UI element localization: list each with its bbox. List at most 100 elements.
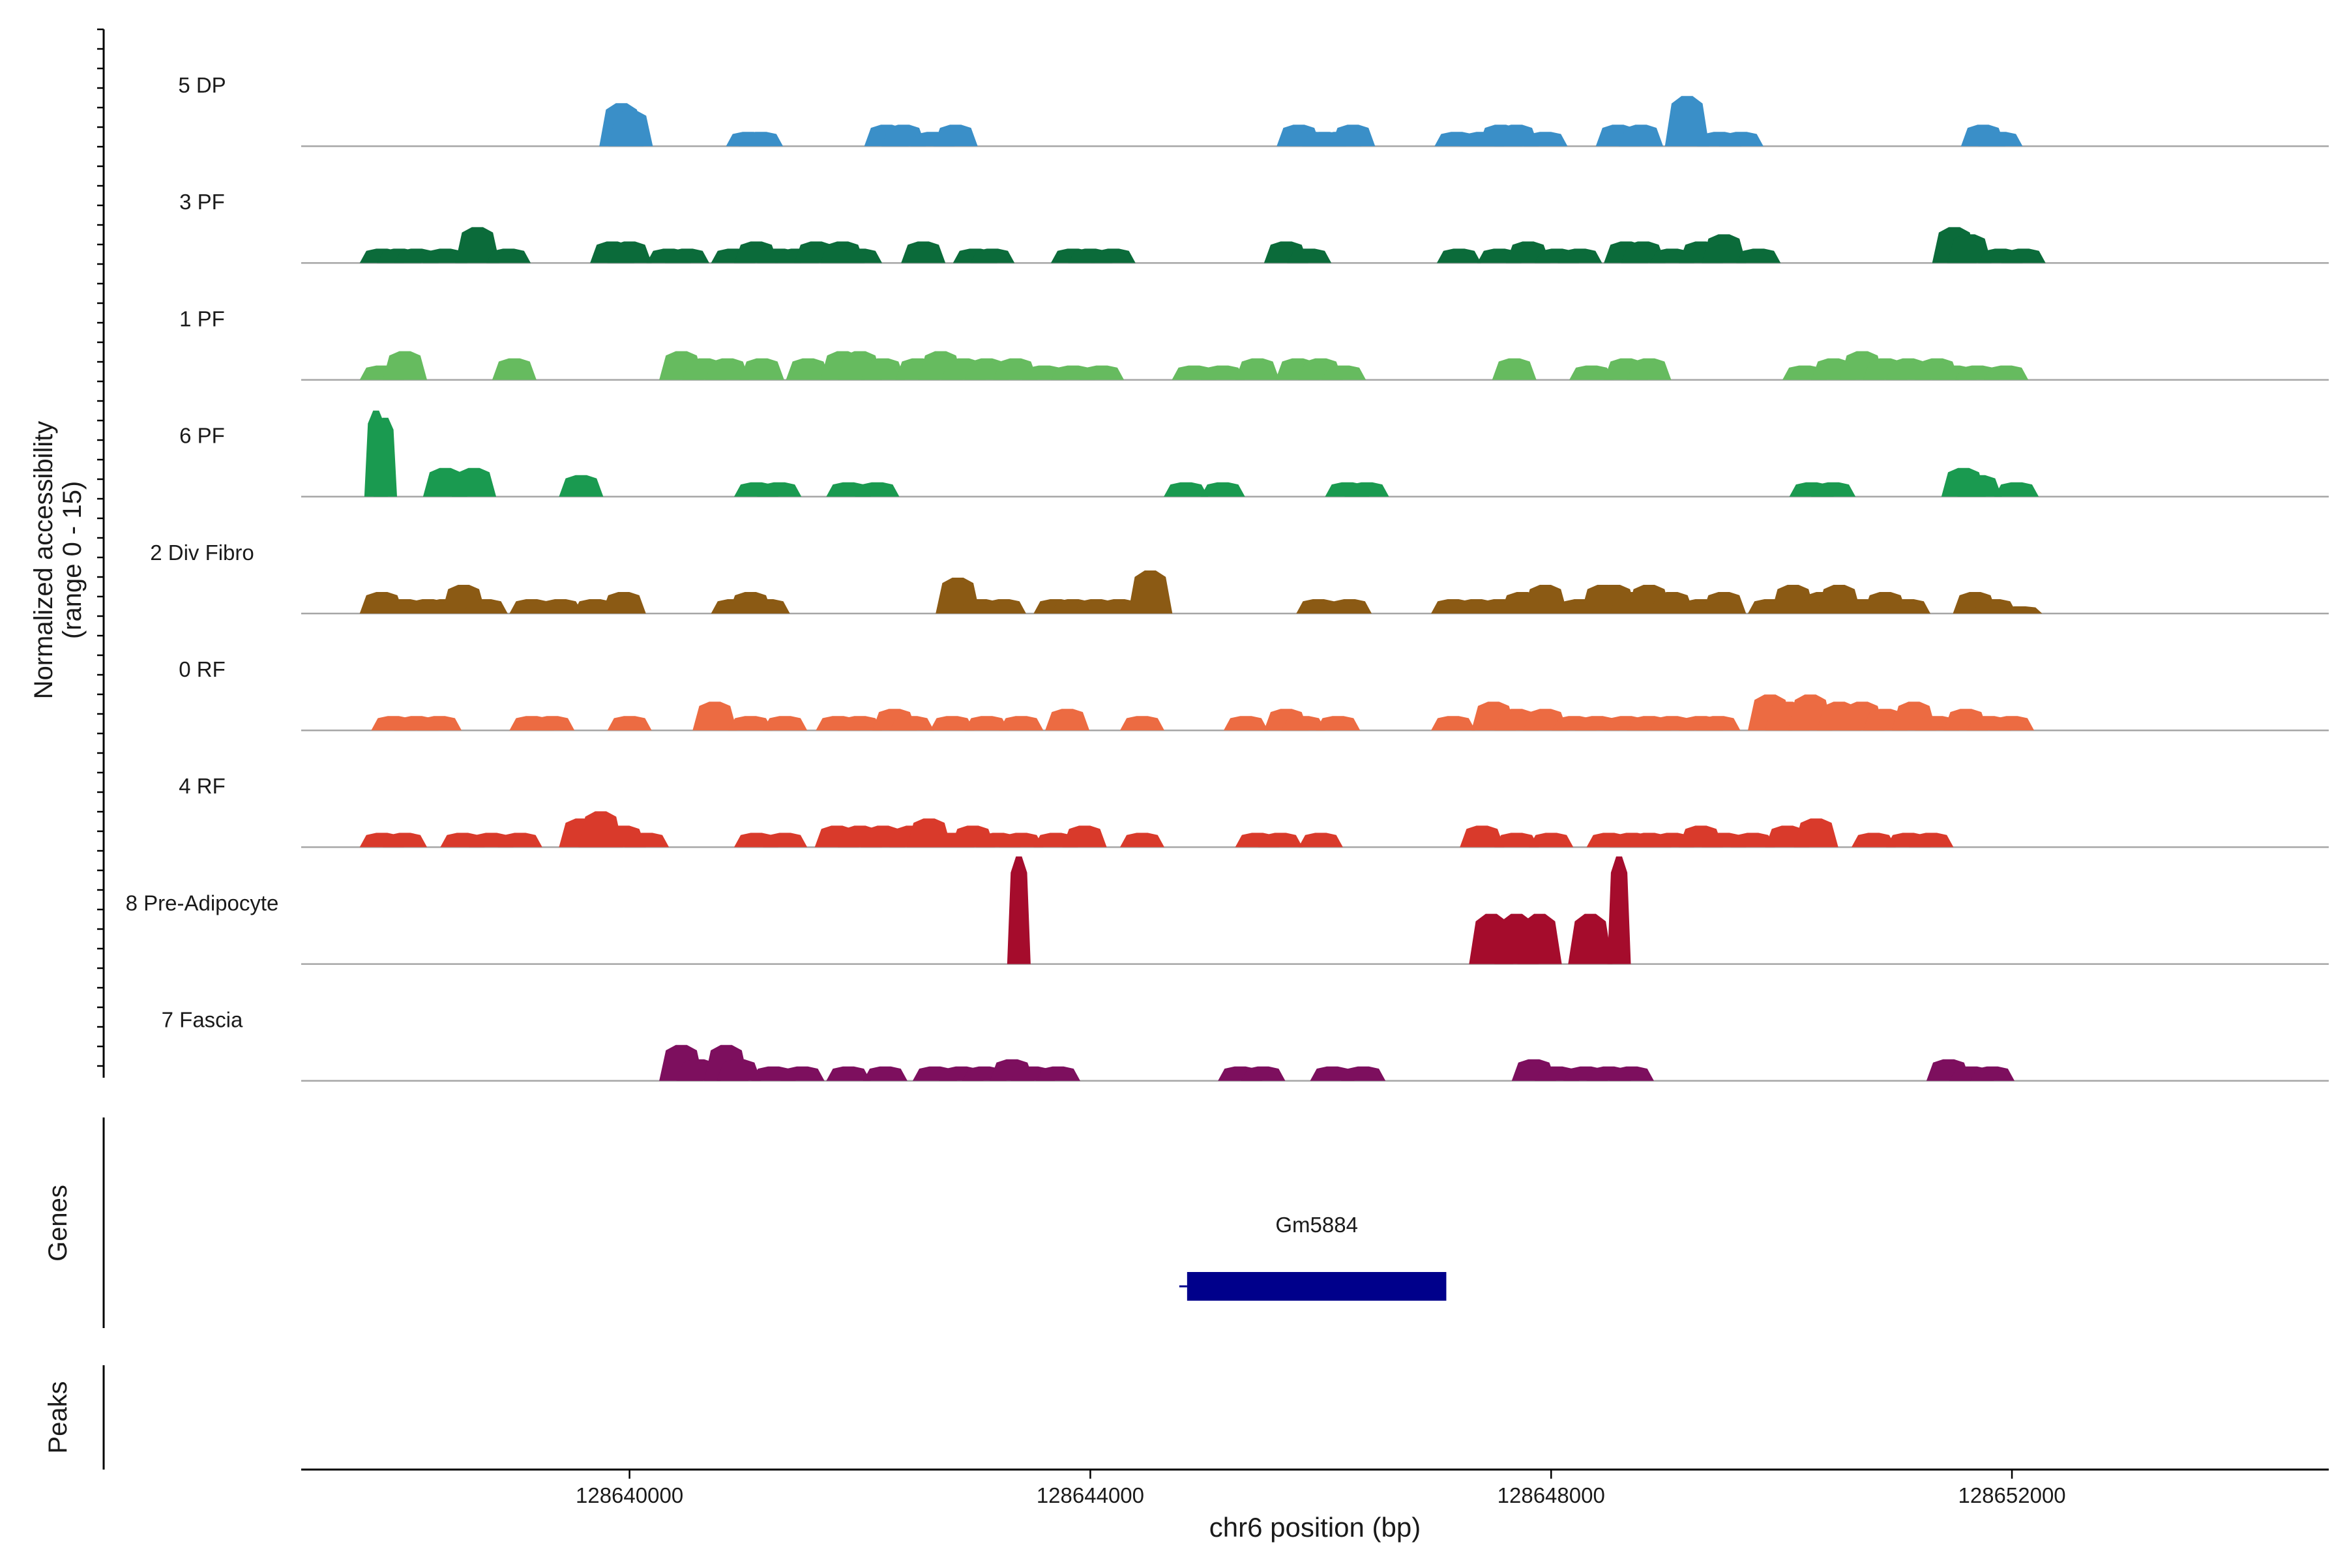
coverage-peak bbox=[1994, 482, 2039, 497]
coverage-peak bbox=[901, 241, 946, 263]
x-tick-label: 128640000 bbox=[576, 1483, 683, 1507]
track-label: 1 PF bbox=[179, 306, 225, 331]
track-label: 4 RF bbox=[179, 774, 226, 798]
coverage-peak bbox=[1947, 234, 1992, 263]
coverage-peak bbox=[1316, 716, 1361, 731]
coverage-peak bbox=[786, 358, 831, 380]
coverage-peak bbox=[1736, 248, 1781, 263]
coverage-peak bbox=[1241, 1066, 1286, 1081]
coverage-peak bbox=[492, 358, 537, 380]
coverage-peak bbox=[625, 833, 670, 848]
coverage-peak bbox=[1984, 365, 2029, 380]
coverage-peak bbox=[1128, 570, 1173, 614]
coverage-peak bbox=[538, 599, 583, 614]
coverage-peak bbox=[1091, 248, 1136, 263]
coverage-peak bbox=[1436, 248, 1481, 263]
coverage-peak bbox=[2001, 248, 2046, 263]
coverage-peak bbox=[1344, 482, 1389, 497]
x-axis-ticks: 128640000 128644000 128648000 128652000 bbox=[576, 1470, 2066, 1507]
coverage-peak bbox=[1886, 599, 1931, 614]
x-tick-label: 128644000 bbox=[1037, 1483, 1144, 1507]
coverage-peak bbox=[1998, 606, 2043, 614]
coverage-peak bbox=[763, 833, 808, 848]
coverage-peak bbox=[383, 351, 428, 380]
coverage-peak bbox=[861, 358, 906, 380]
gene-body bbox=[1187, 1272, 1447, 1301]
track-7-fascia: 7 Fascia bbox=[162, 1008, 2329, 1082]
coverage-peak bbox=[1223, 716, 1268, 731]
track-0-rf: 0 RF bbox=[179, 657, 2329, 732]
coverage-peak bbox=[1568, 913, 1613, 964]
coverage-peak bbox=[716, 1059, 761, 1081]
track-3-pf: 3 PF bbox=[179, 190, 2329, 264]
coverage-peak bbox=[728, 716, 773, 731]
coverage-peak bbox=[1119, 833, 1164, 848]
coverage-peak bbox=[1045, 709, 1090, 731]
coverage-peak bbox=[763, 716, 808, 731]
coverage-peak bbox=[601, 592, 646, 614]
coverage-peak bbox=[1341, 1066, 1386, 1081]
coverage-peak bbox=[1460, 825, 1505, 848]
coverage-peak bbox=[889, 716, 934, 731]
coverage-peak bbox=[1321, 365, 1366, 380]
coverage-peak bbox=[1719, 132, 1764, 147]
track-8-pre-adipocyte: 8 Pre-Adipocyte bbox=[126, 856, 2329, 965]
y-axis-label-line2: (range 0 - 15) bbox=[58, 481, 87, 639]
track-label: 8 Pre-Adipocyte bbox=[126, 891, 279, 915]
coverage-peak bbox=[559, 475, 604, 497]
coverage-peak bbox=[417, 716, 462, 731]
coverage-peak bbox=[826, 1066, 871, 1081]
coverage-peak bbox=[1062, 825, 1107, 848]
coverage-peak bbox=[1164, 482, 1209, 497]
coverage-peak bbox=[1200, 365, 1245, 380]
coverage-peak bbox=[1957, 475, 2002, 497]
coverage-peak bbox=[1619, 125, 1664, 147]
x-axis-label: chr6 position (bp) bbox=[1209, 1512, 1421, 1543]
coverage-peak bbox=[1990, 716, 2035, 731]
coverage-peak bbox=[1235, 358, 1280, 380]
coverage-peak bbox=[1609, 1066, 1654, 1081]
coverage-peak bbox=[930, 716, 975, 731]
y-axis-label-line1: Normalized accessibility bbox=[29, 421, 58, 700]
coverage-peak bbox=[692, 702, 737, 731]
coverage-peak bbox=[1702, 592, 1747, 614]
coverage-peak bbox=[1811, 482, 1856, 497]
coverage-peak bbox=[1258, 833, 1303, 848]
coverage-peak bbox=[1119, 716, 1164, 731]
coverage-peak bbox=[530, 716, 575, 731]
track-label: 6 PF bbox=[179, 424, 225, 448]
track-label: 3 PF bbox=[179, 190, 225, 214]
coverage-peak bbox=[1730, 833, 1775, 848]
coverage-peak bbox=[1569, 365, 1614, 380]
coverage-peak bbox=[964, 716, 1009, 731]
coverage-peak bbox=[373, 417, 397, 497]
track-label: 7 Fascia bbox=[162, 1008, 243, 1032]
x-tick-label: 128648000 bbox=[1498, 1483, 1605, 1507]
coverage-peak bbox=[863, 1066, 908, 1081]
coverage-peak bbox=[1909, 833, 1954, 848]
coverage-peak bbox=[1080, 365, 1125, 380]
coverage-peak bbox=[1035, 1066, 1080, 1081]
coverage-peak bbox=[607, 241, 652, 263]
coverage-peak bbox=[1529, 833, 1574, 848]
coverage-peak bbox=[1517, 913, 1562, 964]
coverage-peak bbox=[705, 358, 750, 380]
coverage-peak bbox=[1331, 125, 1376, 147]
coverage-peak bbox=[739, 132, 784, 147]
track-label: 5 DP bbox=[178, 73, 226, 97]
coverage-peak bbox=[1627, 358, 1672, 380]
genes-label: Genes bbox=[44, 1185, 72, 1262]
coverage-peak bbox=[497, 833, 542, 848]
track-5-dp: 5 DP bbox=[178, 73, 2329, 147]
coverage-peak bbox=[970, 248, 1015, 263]
coverage-peak bbox=[1523, 132, 1568, 147]
track-1-pf: 1 PF bbox=[179, 306, 2329, 381]
coverage-peak bbox=[1327, 599, 1372, 614]
x-tick-label: 128652000 bbox=[1958, 1483, 2065, 1507]
coverage-peak bbox=[1494, 833, 1539, 848]
coverage-peak bbox=[838, 248, 883, 263]
coverage-peak bbox=[452, 467, 497, 497]
coverage-peak bbox=[1664, 96, 1709, 147]
coverage-peak bbox=[1793, 818, 1838, 848]
